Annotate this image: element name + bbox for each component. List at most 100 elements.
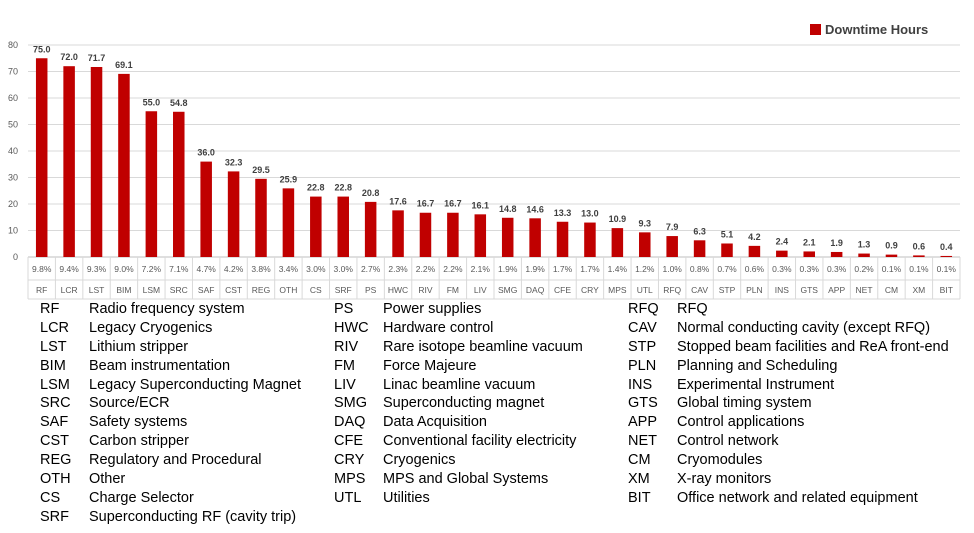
abbreviation-desc: Data Acquisition xyxy=(383,414,487,431)
abbreviation-code: NET xyxy=(628,433,657,450)
abbreviation-desc: Lithium stripper xyxy=(89,338,189,355)
category-label: REG xyxy=(252,285,270,295)
category-label: LSM xyxy=(143,285,160,295)
bar xyxy=(721,243,733,257)
category-label: LST xyxy=(89,285,105,295)
bar-value-label: 22.8 xyxy=(307,183,325,193)
bar-value-label: 0.6 xyxy=(913,241,926,251)
abbreviation-code: INS xyxy=(628,376,653,393)
bar xyxy=(145,111,158,257)
abbreviation-row: LIV Linac beamline vacuum xyxy=(334,376,583,395)
percentage-label: 0.3% xyxy=(800,264,820,274)
abbreviation-row: GTS Global timing system xyxy=(628,394,949,413)
bar-value-label: 20.8 xyxy=(362,188,380,198)
bar xyxy=(556,221,569,257)
percentage-label: 1.9% xyxy=(525,264,545,274)
abbreviation-row: STP Stopped beam facilities and ReA front… xyxy=(628,338,949,357)
percentage-label: 3.0% xyxy=(334,264,354,274)
abbreviation-desc: Utilities xyxy=(383,489,430,506)
abbreviation-row: FM Force Majeure xyxy=(334,357,583,376)
category-label: SRF xyxy=(335,285,352,295)
y-tick-label: 10 xyxy=(8,226,18,236)
abbreviation-desc: Source/ECR xyxy=(89,395,170,412)
y-tick-label: 20 xyxy=(8,199,18,209)
bar-value-label: 0.9 xyxy=(885,241,898,251)
category-label: STP xyxy=(719,285,736,295)
abbreviation-desc: Global timing system xyxy=(677,395,812,412)
percentage-label: 3.4% xyxy=(279,264,299,274)
abbreviation-row: LCR Legacy Cryogenics xyxy=(40,319,301,338)
abbreviation-row: OTH Other xyxy=(40,470,301,489)
bar-value-label: 2.1 xyxy=(803,237,816,247)
bar-value-label: 0.4 xyxy=(940,242,953,252)
y-tick-label: 0 xyxy=(13,252,18,262)
percentage-label: 0.7% xyxy=(717,264,737,274)
abbreviation-desc: Legacy Superconducting Magnet xyxy=(89,376,302,393)
bar xyxy=(639,232,651,257)
category-label: SAF xyxy=(198,285,215,295)
abbreviation-desc: Control applications xyxy=(677,414,805,431)
abbreviation-row: NET Control network xyxy=(628,432,949,451)
bar-value-label: 22.8 xyxy=(334,183,352,193)
percentage-label: 9.3% xyxy=(87,264,107,274)
percentage-label: 9.4% xyxy=(59,264,79,274)
abbreviation-desc: Hardware control xyxy=(383,319,494,336)
bar xyxy=(803,251,815,257)
bar-value-label: 55.0 xyxy=(143,97,161,107)
abbreviation-code: GTS xyxy=(628,395,658,412)
abbreviation-code: CAV xyxy=(628,319,657,336)
bar-value-label: 25.9 xyxy=(280,174,298,184)
abbreviation-row: SRF Superconducting RF (cavity trip) xyxy=(40,508,301,527)
percentage-label: 3.0% xyxy=(306,264,326,274)
bar-value-label: 71.7 xyxy=(88,53,106,63)
category-label: GTS xyxy=(800,285,818,295)
category-label: FM xyxy=(447,285,459,295)
abbreviation-code: LST xyxy=(40,338,67,355)
abbreviation-row: CM Cryomodules xyxy=(628,451,949,470)
bar-value-label: 10.9 xyxy=(609,214,627,224)
abbreviation-code: CRY xyxy=(334,452,365,469)
abbreviation-row: RFQ RFQ xyxy=(628,300,949,319)
percentage-label: 0.3% xyxy=(772,264,792,274)
category-label: OTH xyxy=(279,285,297,295)
bar xyxy=(885,254,898,257)
category-label: SMG xyxy=(498,285,517,295)
bar xyxy=(447,212,459,257)
bar xyxy=(830,251,843,257)
abbreviation-desc: Conventional facility electricity xyxy=(383,433,577,450)
bar xyxy=(501,217,514,257)
abbreviation-code: REG xyxy=(40,452,72,469)
abbreviation-desc: MPS and Global Systems xyxy=(383,471,549,488)
percentage-label: 1.4% xyxy=(608,264,628,274)
abbreviation-code: SRC xyxy=(40,395,71,412)
downtime-bar-chart: 0 10 20 30 40 50 60 70 80 75.0 9.8% RF 72.0 9.4% LCR 71… xyxy=(8,40,961,300)
category-label: RF xyxy=(36,285,47,295)
abbreviation-desc: Power supplies xyxy=(383,301,482,317)
bar xyxy=(529,218,541,257)
abbreviation-row: RIV Rare isotope beamline vacuum xyxy=(334,338,583,357)
abbreviation-row: UTL Utilities xyxy=(334,489,583,508)
category-label: MPS xyxy=(608,285,627,295)
y-tick-label: 60 xyxy=(8,93,18,103)
y-tick-label: 30 xyxy=(8,173,18,183)
percentage-label: 0.8% xyxy=(690,264,710,274)
abbreviation-row: DAQ Data Acquisition xyxy=(334,413,583,432)
bar-value-label: 16.7 xyxy=(417,199,435,209)
percentage-label: 3.8% xyxy=(251,264,271,274)
percentage-label: 0.1% xyxy=(937,264,957,274)
abbreviation-desc: Office network and related equipment xyxy=(677,489,918,506)
category-label: XM xyxy=(913,285,926,295)
category-label: RIV xyxy=(418,285,433,295)
percentage-label: 0.2% xyxy=(854,264,874,274)
category-label: UTL xyxy=(637,285,653,295)
percentage-label: 4.2% xyxy=(224,264,244,274)
bar xyxy=(940,255,953,257)
category-label: CFE xyxy=(554,285,571,295)
abbreviation-row: SMG Superconducting magnet xyxy=(334,394,583,413)
bar-value-label: 6.3 xyxy=(693,226,706,236)
abbreviation-desc: Beam instrumentation xyxy=(89,357,231,374)
abbreviation-code: CST xyxy=(40,433,69,450)
abbreviation-row: CRY Cryogenics xyxy=(334,451,583,470)
abbreviation-row: SAF Safety systems xyxy=(40,413,301,432)
abbreviation-code: LCR xyxy=(40,319,70,336)
